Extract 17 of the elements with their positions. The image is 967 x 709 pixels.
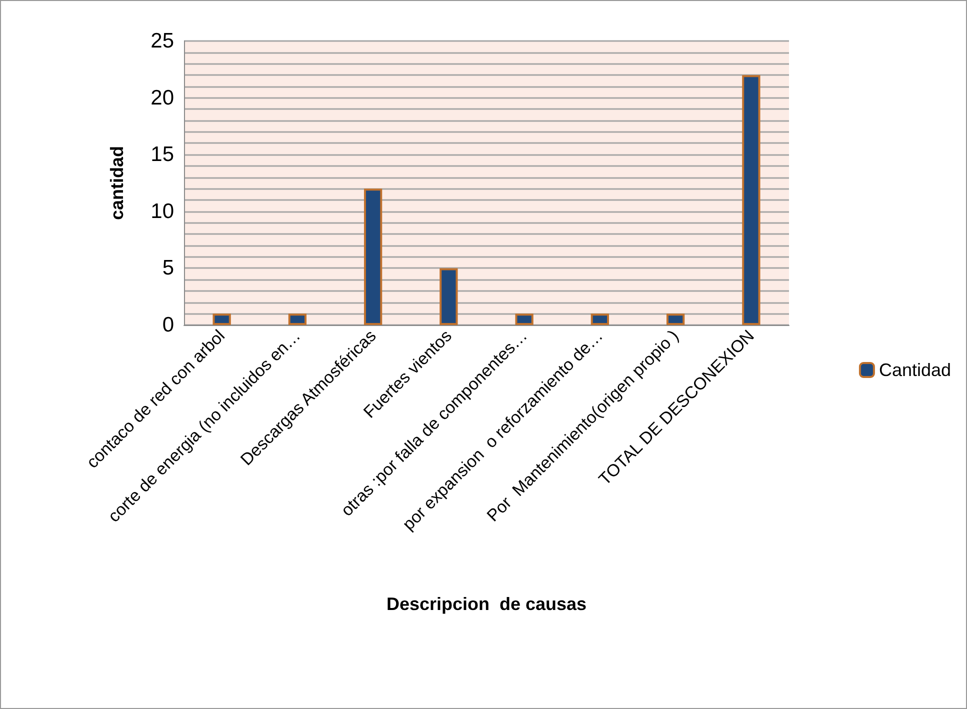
bar [666, 314, 685, 325]
bar [590, 314, 610, 325]
y-tick-label: 25 [150, 30, 174, 52]
y-tick-label: 0 [162, 314, 174, 336]
y-axis-title: cantidad [107, 146, 127, 220]
y-tick-label: 20 [150, 86, 174, 110]
bar [440, 268, 458, 325]
x-axis-title: Descripcion de causas [386, 594, 587, 614]
bar [364, 188, 382, 325]
legend-label: Cantidad [878, 360, 952, 380]
bar [212, 314, 231, 325]
bar [288, 314, 307, 325]
y-tick-label: 10 [150, 200, 174, 223]
bar [515, 314, 534, 325]
y-tick-label: 15 [150, 143, 174, 166]
y-tick-label: 5 [162, 256, 174, 280]
bar [742, 75, 760, 325]
